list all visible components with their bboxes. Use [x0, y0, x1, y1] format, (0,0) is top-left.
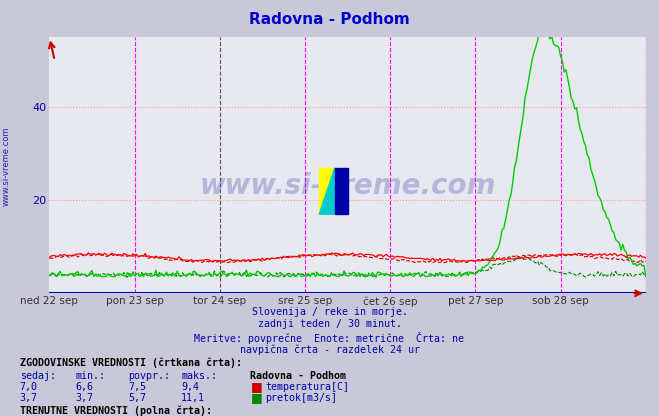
Text: povpr.:: povpr.:	[129, 371, 171, 381]
Text: 3,7: 3,7	[76, 393, 94, 403]
Text: Radovna - Podhom: Radovna - Podhom	[249, 12, 410, 27]
Text: ■: ■	[250, 380, 262, 393]
Text: ■: ■	[250, 391, 262, 404]
Text: 5,7: 5,7	[129, 393, 146, 403]
Text: 11,1: 11,1	[181, 393, 205, 403]
Text: www.si-vreme.com: www.si-vreme.com	[2, 126, 11, 206]
Text: ZGODOVINSKE VREDNOSTI (črtkana črta):: ZGODOVINSKE VREDNOSTI (črtkana črta):	[20, 358, 242, 368]
Text: sedaj:: sedaj:	[20, 371, 56, 381]
Text: 3,7: 3,7	[20, 393, 38, 403]
Polygon shape	[335, 168, 348, 214]
Text: 6,6: 6,6	[76, 382, 94, 392]
Text: Radovna - Podhom: Radovna - Podhom	[250, 371, 347, 381]
Text: 7,0: 7,0	[20, 382, 38, 392]
Text: maks.:: maks.:	[181, 371, 217, 381]
Text: 7,5: 7,5	[129, 382, 146, 392]
Text: Slovenija / reke in morje.: Slovenija / reke in morje.	[252, 307, 407, 317]
Text: temperatura[C]: temperatura[C]	[265, 382, 349, 392]
Text: TRENUTNE VREDNOSTI (polna črta):: TRENUTNE VREDNOSTI (polna črta):	[20, 405, 212, 416]
Polygon shape	[319, 168, 335, 214]
Text: Meritve: povprečne  Enote: metrične  Črta: ne: Meritve: povprečne Enote: metrične Črta:…	[194, 332, 465, 344]
Polygon shape	[319, 168, 335, 214]
Text: navpična črta - razdelek 24 ur: navpična črta - razdelek 24 ur	[239, 344, 420, 355]
Text: zadnji teden / 30 minut.: zadnji teden / 30 minut.	[258, 319, 401, 329]
Text: min.:: min.:	[76, 371, 106, 381]
Text: www.si-vreme.com: www.si-vreme.com	[200, 172, 496, 200]
Text: pretok[m3/s]: pretok[m3/s]	[265, 393, 337, 403]
Text: 9,4: 9,4	[181, 382, 199, 392]
